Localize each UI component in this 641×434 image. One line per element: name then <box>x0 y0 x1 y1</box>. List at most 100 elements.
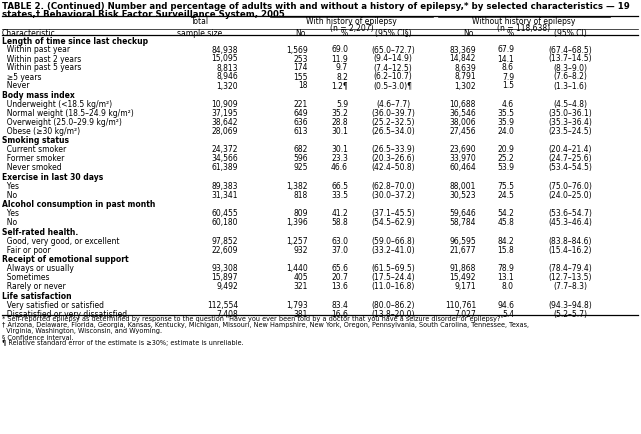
Text: 97,852: 97,852 <box>212 237 238 246</box>
Text: 23,690: 23,690 <box>449 145 476 155</box>
Text: 60,464: 60,464 <box>449 163 476 172</box>
Text: 78.9: 78.9 <box>497 264 514 273</box>
Text: Normal weight (18.5–24.9 kg/m²): Normal weight (18.5–24.9 kg/m²) <box>2 109 134 118</box>
Text: (12.7–13.5): (12.7–13.5) <box>548 273 592 282</box>
Text: Smoking status: Smoking status <box>2 136 69 145</box>
Text: 8.0: 8.0 <box>502 282 514 291</box>
Text: (7.6–8.2): (7.6–8.2) <box>553 72 587 82</box>
Text: (n = 2,207): (n = 2,207) <box>329 23 373 33</box>
Text: 53.9: 53.9 <box>497 163 514 172</box>
Text: 65.6: 65.6 <box>331 264 348 273</box>
Text: Length of time since last checkup: Length of time since last checkup <box>2 36 148 46</box>
Text: 30.1: 30.1 <box>331 127 348 136</box>
Text: 67.9: 67.9 <box>497 46 514 55</box>
Text: (20.3–26.6): (20.3–26.6) <box>371 155 415 163</box>
Text: (23.5–24.5): (23.5–24.5) <box>548 127 592 136</box>
Text: (0.5–3.0)¶: (0.5–3.0)¶ <box>374 82 413 91</box>
Text: (53.6–54.7): (53.6–54.7) <box>548 209 592 218</box>
Text: 20.9: 20.9 <box>497 145 514 155</box>
Text: With history of epilepsy: With history of epilepsy <box>306 17 397 26</box>
Text: 321: 321 <box>294 282 308 291</box>
Text: 58.8: 58.8 <box>331 218 348 227</box>
Text: (53.4–54.5): (53.4–54.5) <box>548 163 592 172</box>
Text: 15.8: 15.8 <box>497 246 514 255</box>
Text: 15,492: 15,492 <box>449 273 476 282</box>
Text: 1.5: 1.5 <box>502 82 514 91</box>
Text: 25.2: 25.2 <box>497 155 514 163</box>
Text: 63.0: 63.0 <box>331 237 348 246</box>
Text: (80.0–86.2): (80.0–86.2) <box>371 301 415 309</box>
Text: (78.4–79.4): (78.4–79.4) <box>548 264 592 273</box>
Text: 809: 809 <box>294 209 308 218</box>
Text: 59,646: 59,646 <box>449 209 476 218</box>
Text: 8,946: 8,946 <box>216 72 238 82</box>
Text: 61,389: 61,389 <box>212 163 238 172</box>
Text: 4.6: 4.6 <box>502 100 514 109</box>
Text: Always or usually: Always or usually <box>2 264 74 273</box>
Text: Within past year: Within past year <box>2 46 70 55</box>
Text: 84,938: 84,938 <box>212 46 238 55</box>
Text: (42.4–50.8): (42.4–50.8) <box>371 163 415 172</box>
Text: (36.0–39.7): (36.0–39.7) <box>371 109 415 118</box>
Text: 18: 18 <box>299 82 308 91</box>
Text: 10,909: 10,909 <box>212 100 238 109</box>
Text: Body mass index: Body mass index <box>2 91 75 100</box>
Text: 75.5: 75.5 <box>497 182 514 191</box>
Text: (24.0–25.0): (24.0–25.0) <box>548 191 592 200</box>
Text: Obese (≥30 kg/m²): Obese (≥30 kg/m²) <box>2 127 80 136</box>
Text: Dissatisfied or very dissatisfied: Dissatisfied or very dissatisfied <box>2 309 127 319</box>
Text: 14,842: 14,842 <box>449 55 476 63</box>
Text: 7.9: 7.9 <box>502 72 514 82</box>
Text: Virginia, Washington, Wisconsin, and Wyoming.: Virginia, Washington, Wisconsin, and Wyo… <box>2 328 162 334</box>
Text: Current smoker: Current smoker <box>2 145 66 155</box>
Text: Yes: Yes <box>2 209 19 218</box>
Text: (8.3–9.0): (8.3–9.0) <box>553 63 587 72</box>
Text: 22,609: 22,609 <box>212 246 238 255</box>
Text: 1,440: 1,440 <box>287 264 308 273</box>
Text: 1,793: 1,793 <box>287 301 308 309</box>
Text: (54.5–62.9): (54.5–62.9) <box>371 218 415 227</box>
Text: 8,813: 8,813 <box>217 63 238 72</box>
Text: (25.2–32.5): (25.2–32.5) <box>371 118 415 127</box>
Text: No: No <box>2 191 17 200</box>
Text: 636: 636 <box>294 118 308 127</box>
Text: Never smoked: Never smoked <box>2 163 62 172</box>
Text: (17.5–24.4): (17.5–24.4) <box>371 273 415 282</box>
Text: Receipt of emotional support: Receipt of emotional support <box>2 255 129 264</box>
Text: (7.4–12.5): (7.4–12.5) <box>374 63 412 72</box>
Text: (7.7–8.3): (7.7–8.3) <box>553 282 587 291</box>
Text: %: % <box>341 29 348 38</box>
Text: Life satisfaction: Life satisfaction <box>2 292 72 301</box>
Text: 28.8: 28.8 <box>331 118 348 127</box>
Text: 682: 682 <box>294 145 308 155</box>
Text: Characteristic: Characteristic <box>2 29 56 38</box>
Text: (37.1–45.5): (37.1–45.5) <box>371 209 415 218</box>
Text: 21,677: 21,677 <box>449 246 476 255</box>
Text: 83.4: 83.4 <box>331 301 348 309</box>
Text: 13.1: 13.1 <box>497 273 514 282</box>
Text: 69.0: 69.0 <box>331 46 348 55</box>
Text: 60,180: 60,180 <box>212 218 238 227</box>
Text: 37,195: 37,195 <box>212 109 238 118</box>
Text: (5.2–5.7): (5.2–5.7) <box>553 309 587 319</box>
Text: (83.8–84.6): (83.8–84.6) <box>548 237 592 246</box>
Text: 8.2: 8.2 <box>336 72 348 82</box>
Text: (95% CI): (95% CI) <box>554 29 587 38</box>
Text: Without history of epilepsy: Without history of epilepsy <box>472 17 576 26</box>
Text: sample size: sample size <box>178 29 222 38</box>
Text: (26.5–34.0): (26.5–34.0) <box>371 127 415 136</box>
Text: 31,341: 31,341 <box>212 191 238 200</box>
Text: (13.8–20.0): (13.8–20.0) <box>371 309 415 319</box>
Text: 30,523: 30,523 <box>449 191 476 200</box>
Text: Within past 2 years: Within past 2 years <box>2 55 81 63</box>
Text: (13.7–14.5): (13.7–14.5) <box>548 55 592 63</box>
Text: (24.7–25.6): (24.7–25.6) <box>548 155 592 163</box>
Text: (35.3–36.4): (35.3–36.4) <box>548 118 592 127</box>
Text: Very satisfied or satisfied: Very satisfied or satisfied <box>2 301 104 309</box>
Text: 9.7: 9.7 <box>336 63 348 72</box>
Text: 60,455: 60,455 <box>212 209 238 218</box>
Text: 20.7: 20.7 <box>331 273 348 282</box>
Text: 30.1: 30.1 <box>331 145 348 155</box>
Text: 221: 221 <box>294 100 308 109</box>
Text: 613: 613 <box>294 127 308 136</box>
